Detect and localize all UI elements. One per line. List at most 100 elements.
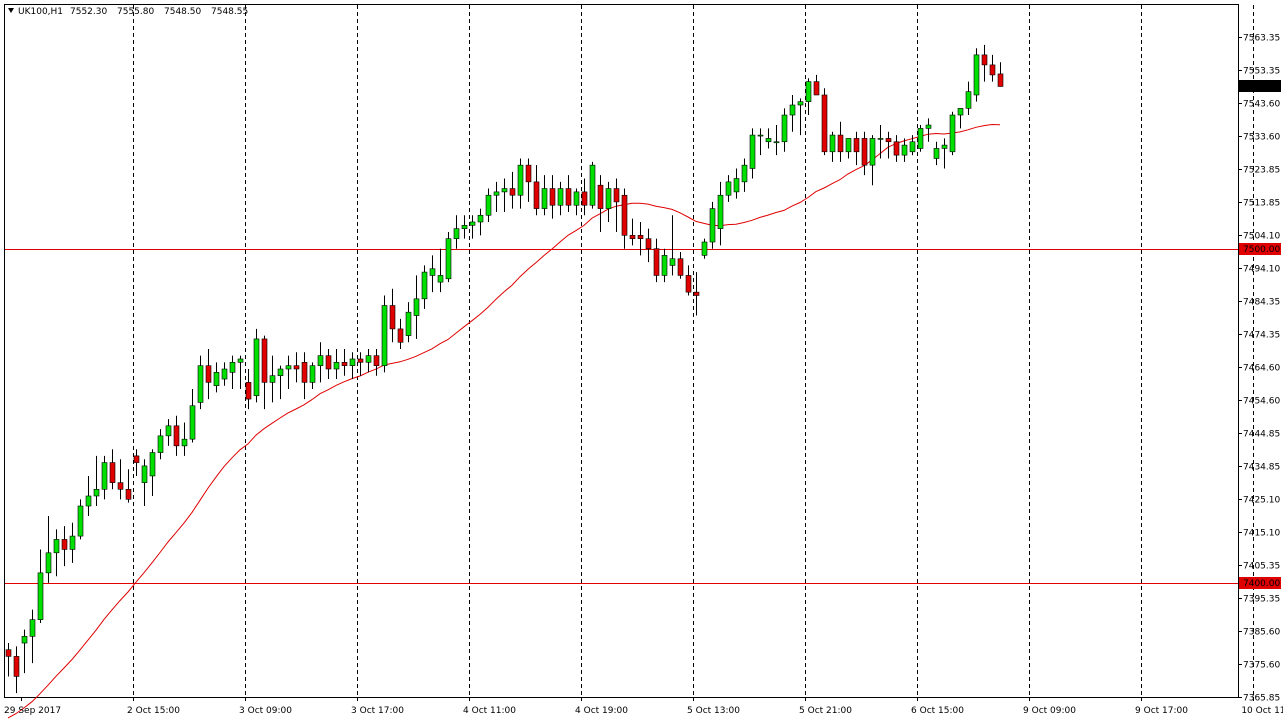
bear-candle-body [13, 656, 20, 677]
bear-candle-body [549, 188, 556, 206]
bear-candle-body [597, 184, 604, 209]
candle [485, 188, 492, 222]
candle [381, 295, 388, 373]
candle [797, 98, 804, 136]
candle [173, 415, 180, 456]
bear-candle-body [61, 539, 68, 550]
candle [317, 342, 324, 383]
bull-candle-body [573, 191, 580, 206]
bull-candle-body [165, 425, 172, 437]
time-label: 4 Oct 19:00 [575, 706, 628, 716]
candle [125, 469, 132, 503]
bull-candle-body [85, 495, 92, 507]
time-label: 6 Oct 15:00 [911, 706, 964, 716]
candle [573, 188, 580, 216]
candle [685, 265, 692, 296]
bull-candle-body [901, 144, 908, 156]
time-label: 5 Oct 13:00 [687, 706, 740, 716]
bear-candle-body [325, 355, 332, 370]
candle [149, 449, 156, 496]
candle [565, 175, 572, 212]
candle [557, 181, 564, 216]
bull-candle-body [957, 108, 964, 116]
bull-candle-body [365, 355, 372, 363]
candle [653, 238, 660, 283]
candle [845, 138, 852, 159]
time-label: 4 Oct 11:00 [463, 706, 516, 716]
candle [85, 475, 92, 517]
bear-candle-body [301, 362, 308, 383]
candle [933, 141, 940, 166]
header-close: 7548.55 [211, 7, 248, 17]
candle [429, 255, 436, 293]
bull-candle-body [733, 178, 740, 193]
candle [325, 348, 332, 380]
bear-candle-body [997, 73, 1004, 87]
bull-candle-body [381, 305, 388, 366]
time-label: 3 Oct 17:00 [351, 706, 404, 716]
candle [37, 549, 44, 623]
candle [909, 135, 916, 156]
bull-candle-body [941, 144, 948, 149]
bull-candle-body [53, 539, 60, 554]
bull-candle-body [781, 114, 788, 143]
candle [437, 248, 444, 293]
candle [757, 128, 764, 156]
bull-candle-body [829, 134, 836, 153]
candle [709, 201, 716, 249]
candle [413, 275, 420, 339]
bear-candle-body [853, 138, 860, 153]
bull-candle-body [757, 134, 764, 137]
time-label: 3 Oct 09:00 [239, 706, 292, 716]
candle [893, 135, 900, 162]
bull-candle-body [949, 114, 956, 153]
bear-candle-body [861, 138, 868, 166]
price-tick-label: 7563.35 [1243, 34, 1280, 44]
bull-candle-body [877, 138, 884, 140]
candle [677, 252, 684, 279]
candle [133, 449, 140, 476]
candle [589, 161, 596, 209]
bull-candle-body [701, 241, 708, 256]
bull-candle-body [437, 275, 444, 283]
bear-candle-body [261, 338, 268, 383]
candle [293, 352, 300, 383]
bull-candle-body [141, 465, 148, 483]
bull-candle-body [253, 338, 260, 397]
candle [69, 522, 76, 563]
current-price-label: 7548.55 [1243, 82, 1280, 92]
bull-candle-body [229, 362, 236, 373]
bear-candle-body [125, 489, 132, 500]
candle [861, 131, 868, 176]
candle [365, 348, 372, 373]
candle [701, 238, 708, 259]
candle [237, 355, 244, 390]
bear-candle-body [373, 355, 380, 366]
bull-candle-body [789, 104, 796, 116]
header-arrow-icon [8, 8, 14, 13]
bull-candle-body [197, 365, 204, 403]
bear-candle-body [693, 291, 700, 296]
candle [661, 248, 668, 283]
candle [525, 158, 532, 202]
candle [781, 108, 788, 152]
candle [581, 178, 588, 216]
price-tick-label: 7444.85 [1243, 430, 1280, 440]
price-tick-label: 7474.35 [1243, 331, 1280, 341]
bull-candle-body [37, 572, 44, 620]
bear-candle-body [397, 328, 404, 343]
bull-candle-body [541, 188, 548, 209]
bull-candle-body [517, 164, 524, 196]
bull-candle-body [557, 188, 564, 206]
price-tick-label: 7395.35 [1243, 595, 1280, 605]
candle [949, 111, 956, 156]
candle [253, 328, 260, 403]
time-grid [133, 5, 1254, 697]
candle [517, 158, 524, 209]
bear-candle-body [509, 188, 516, 196]
bull-candle-body [469, 221, 476, 226]
bear-candle-body [205, 365, 212, 383]
candle [645, 228, 652, 263]
candle [389, 288, 396, 343]
bear-candle-body [893, 141, 900, 156]
